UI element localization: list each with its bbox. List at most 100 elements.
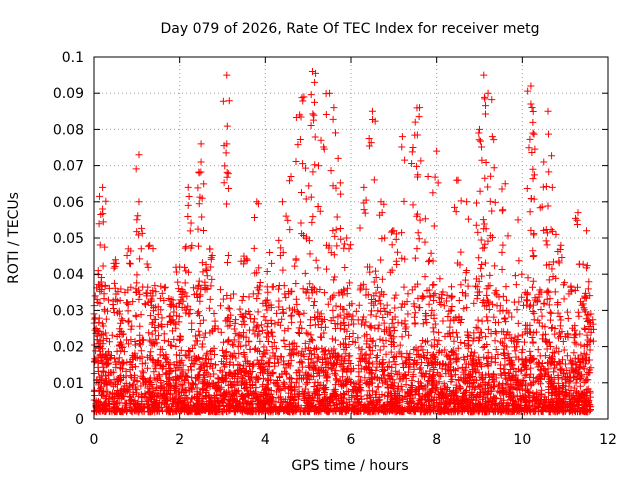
data-point [515, 355, 523, 363]
data-point [554, 247, 562, 255]
data-point [130, 403, 138, 411]
data-point [563, 352, 571, 360]
data-point [578, 407, 586, 415]
data-point [234, 360, 242, 368]
data-point [448, 371, 456, 379]
data-point [547, 355, 555, 363]
data-point [253, 400, 261, 408]
data-point [388, 319, 396, 327]
data-point [343, 234, 351, 242]
data-point [311, 364, 319, 372]
data-point [527, 382, 535, 390]
data-point [398, 386, 406, 394]
data-point [285, 290, 293, 298]
data-point [582, 402, 590, 410]
data-point [545, 288, 553, 296]
data-point [165, 313, 173, 321]
data-point [250, 315, 258, 323]
data-point [541, 393, 549, 401]
data-point [200, 180, 208, 188]
data-point [443, 351, 451, 359]
data-point [535, 319, 543, 327]
data-point [554, 373, 562, 381]
data-point [484, 298, 492, 306]
data-point [347, 379, 355, 387]
data-point [288, 318, 296, 326]
data-point [549, 348, 557, 356]
data-point [287, 356, 295, 364]
data-point [193, 374, 201, 382]
data-point [555, 334, 563, 342]
data-point [137, 311, 145, 319]
data-point [358, 345, 366, 353]
data-point [483, 407, 491, 415]
data-point [335, 400, 343, 408]
data-point [503, 307, 511, 315]
data-point [476, 187, 484, 195]
data-point [481, 259, 489, 267]
data-point [442, 385, 450, 393]
data-point [269, 332, 277, 340]
data-point [522, 403, 530, 411]
data-point [372, 312, 380, 320]
data-point [576, 358, 584, 366]
data-point [463, 397, 471, 405]
data-point [506, 384, 514, 392]
data-point [288, 311, 296, 319]
data-point [433, 340, 441, 348]
data-point [530, 402, 538, 410]
data-point [129, 391, 137, 399]
data-point [391, 352, 399, 360]
data-point [528, 149, 536, 157]
data-point [362, 318, 370, 326]
data-point [345, 357, 353, 365]
data-point [306, 250, 314, 258]
data-point [484, 354, 492, 362]
data-point [193, 309, 201, 317]
data-point [343, 327, 351, 335]
data-point [464, 337, 472, 345]
data-point [498, 383, 506, 391]
data-point [554, 408, 562, 416]
data-point [557, 399, 565, 407]
data-point [99, 218, 107, 226]
data-point [245, 371, 253, 379]
data-point [200, 385, 208, 393]
data-point [196, 331, 204, 339]
data-point [343, 290, 351, 298]
data-point [252, 407, 260, 415]
data-point [138, 353, 146, 361]
data-point [250, 244, 258, 252]
data-point [314, 321, 322, 329]
data-point [131, 374, 139, 382]
data-point [109, 300, 117, 308]
data-point [483, 285, 491, 293]
data-point [457, 281, 465, 289]
data-point [315, 381, 323, 389]
data-point [214, 374, 222, 382]
data-point [116, 310, 124, 318]
data-point [328, 393, 336, 401]
data-point [278, 315, 286, 323]
data-point [523, 184, 531, 192]
data-point [398, 300, 406, 308]
data-point [331, 273, 339, 281]
data-point [320, 351, 328, 359]
data-point [463, 403, 471, 411]
data-point [329, 399, 337, 407]
data-point [514, 375, 522, 383]
data-point [472, 323, 480, 331]
data-point [268, 400, 276, 408]
data-point [369, 337, 377, 345]
data-point [583, 408, 591, 416]
data-point [565, 382, 573, 390]
data-point [195, 327, 203, 335]
data-point [447, 378, 455, 386]
data-point [311, 133, 319, 141]
data-point [151, 359, 159, 367]
data-point [260, 367, 268, 375]
data-point [535, 359, 543, 367]
data-point [307, 355, 315, 363]
data-point [205, 304, 213, 312]
data-point [300, 232, 308, 240]
